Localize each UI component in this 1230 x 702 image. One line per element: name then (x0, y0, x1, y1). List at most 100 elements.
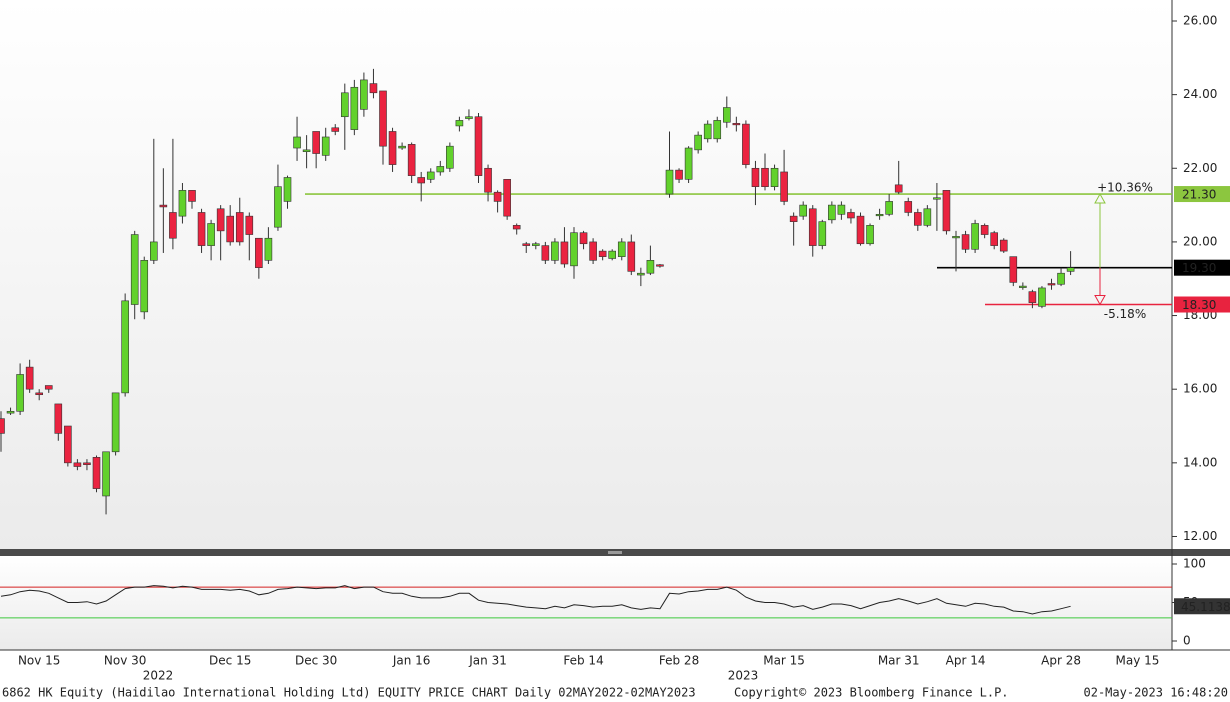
candle-body (646, 260, 655, 274)
candle-body (446, 145, 454, 169)
candle-body (159, 204, 168, 208)
candle-body (293, 136, 301, 149)
candle-body (426, 171, 435, 180)
candle-body (503, 179, 511, 217)
candle-body (799, 204, 808, 217)
candle-body (923, 208, 932, 226)
candle-body (675, 169, 683, 180)
candle-body (980, 225, 989, 235)
arrow-head (1094, 295, 1106, 306)
candle-body (1066, 267, 1075, 272)
candle-body (226, 215, 234, 243)
candle-body (789, 215, 798, 222)
indicator-line (0, 585, 1071, 615)
candle-body (283, 177, 292, 202)
candle-body (598, 250, 607, 257)
candle-body (178, 190, 187, 217)
y-tick-label: 16.00 (1183, 382, 1217, 396)
y-tick-label: 14.00 (1183, 455, 1217, 469)
price-tag (1174, 259, 1230, 276)
candle-body (16, 374, 24, 412)
candle-body (474, 116, 483, 176)
candle-body (111, 392, 120, 453)
candle-body (35, 392, 44, 396)
price-tag (1174, 296, 1230, 313)
candle-body (169, 212, 177, 239)
candle-body (637, 272, 645, 276)
candle-body (531, 243, 540, 246)
candle-body (742, 123, 750, 165)
candle-body (990, 232, 999, 246)
candle-body (933, 197, 941, 200)
candle-body (751, 167, 760, 187)
x-tick-label: Feb 28 (659, 654, 699, 668)
footer-center: Copyright© 2023 Bloomberg Finance L.P. (734, 686, 1009, 700)
candle-body (302, 149, 311, 153)
x-tick-label: Dec 15 (209, 654, 251, 668)
candle-body (484, 167, 492, 193)
candle-body (312, 131, 320, 154)
candle-body (770, 167, 779, 187)
candle-body (331, 127, 340, 132)
candle-body (875, 213, 884, 217)
candle-body (493, 191, 502, 202)
candle-body (102, 451, 110, 497)
candle-body (340, 92, 349, 118)
footer-left: 6862 HK Equity (Haidilao International H… (2, 686, 696, 700)
candle-body (808, 208, 817, 246)
y-tick-label: 24.00 (1183, 87, 1217, 101)
candle-body (780, 171, 788, 202)
candle-body (579, 232, 588, 245)
price-tag-label: 19.30 (1182, 261, 1216, 275)
candle-body (942, 190, 951, 232)
candle-body (0, 418, 5, 434)
x-tick-label: Nov 30 (104, 654, 147, 668)
candle-body (255, 237, 263, 268)
candle-body (379, 90, 387, 147)
candle-body (885, 201, 893, 215)
candle-body (130, 234, 139, 305)
x-tick-label: Dec 30 (295, 654, 337, 668)
candle-body (1028, 291, 1037, 303)
candle-body (961, 234, 970, 250)
change-label: +10.36% (1097, 181, 1153, 195)
y-tick-label: 22.00 (1183, 161, 1217, 175)
price-tag (1174, 186, 1230, 203)
candle-body (64, 425, 72, 464)
candle-body (665, 169, 674, 195)
y-tick-label: 20.00 (1183, 234, 1217, 248)
candle-body (207, 223, 215, 246)
candle-body (6, 410, 15, 414)
y-tick-label: 0 (1183, 633, 1191, 647)
candle-body (1019, 285, 1027, 288)
x-tick-label: Feb 14 (563, 654, 603, 668)
candle-body (894, 184, 903, 193)
candle-body (522, 243, 531, 246)
candle-body (684, 147, 693, 180)
candle-body (44, 385, 53, 390)
candle-body (235, 212, 244, 243)
candle-body (83, 462, 91, 465)
candle-body (627, 241, 636, 272)
candle-body (369, 83, 378, 94)
candle-body (398, 145, 406, 149)
candle-body (866, 225, 874, 245)
candle-body (321, 136, 330, 156)
footer-right: 02-May-2023 16:48:20 (1084, 686, 1229, 700)
x-tick-label: Mar 15 (763, 654, 805, 668)
candle-body (274, 186, 282, 228)
candle-body (589, 241, 597, 261)
candle-body (608, 250, 617, 259)
candle-body (512, 225, 521, 230)
candle-body (264, 237, 273, 261)
candle-body (1009, 256, 1018, 283)
indicator-tag (1174, 598, 1230, 615)
candle-body (197, 212, 206, 246)
candle-body (551, 241, 559, 261)
candle-body (140, 260, 149, 313)
candle-body (913, 212, 922, 226)
candle-body (150, 241, 158, 261)
divider-grip (608, 551, 622, 554)
